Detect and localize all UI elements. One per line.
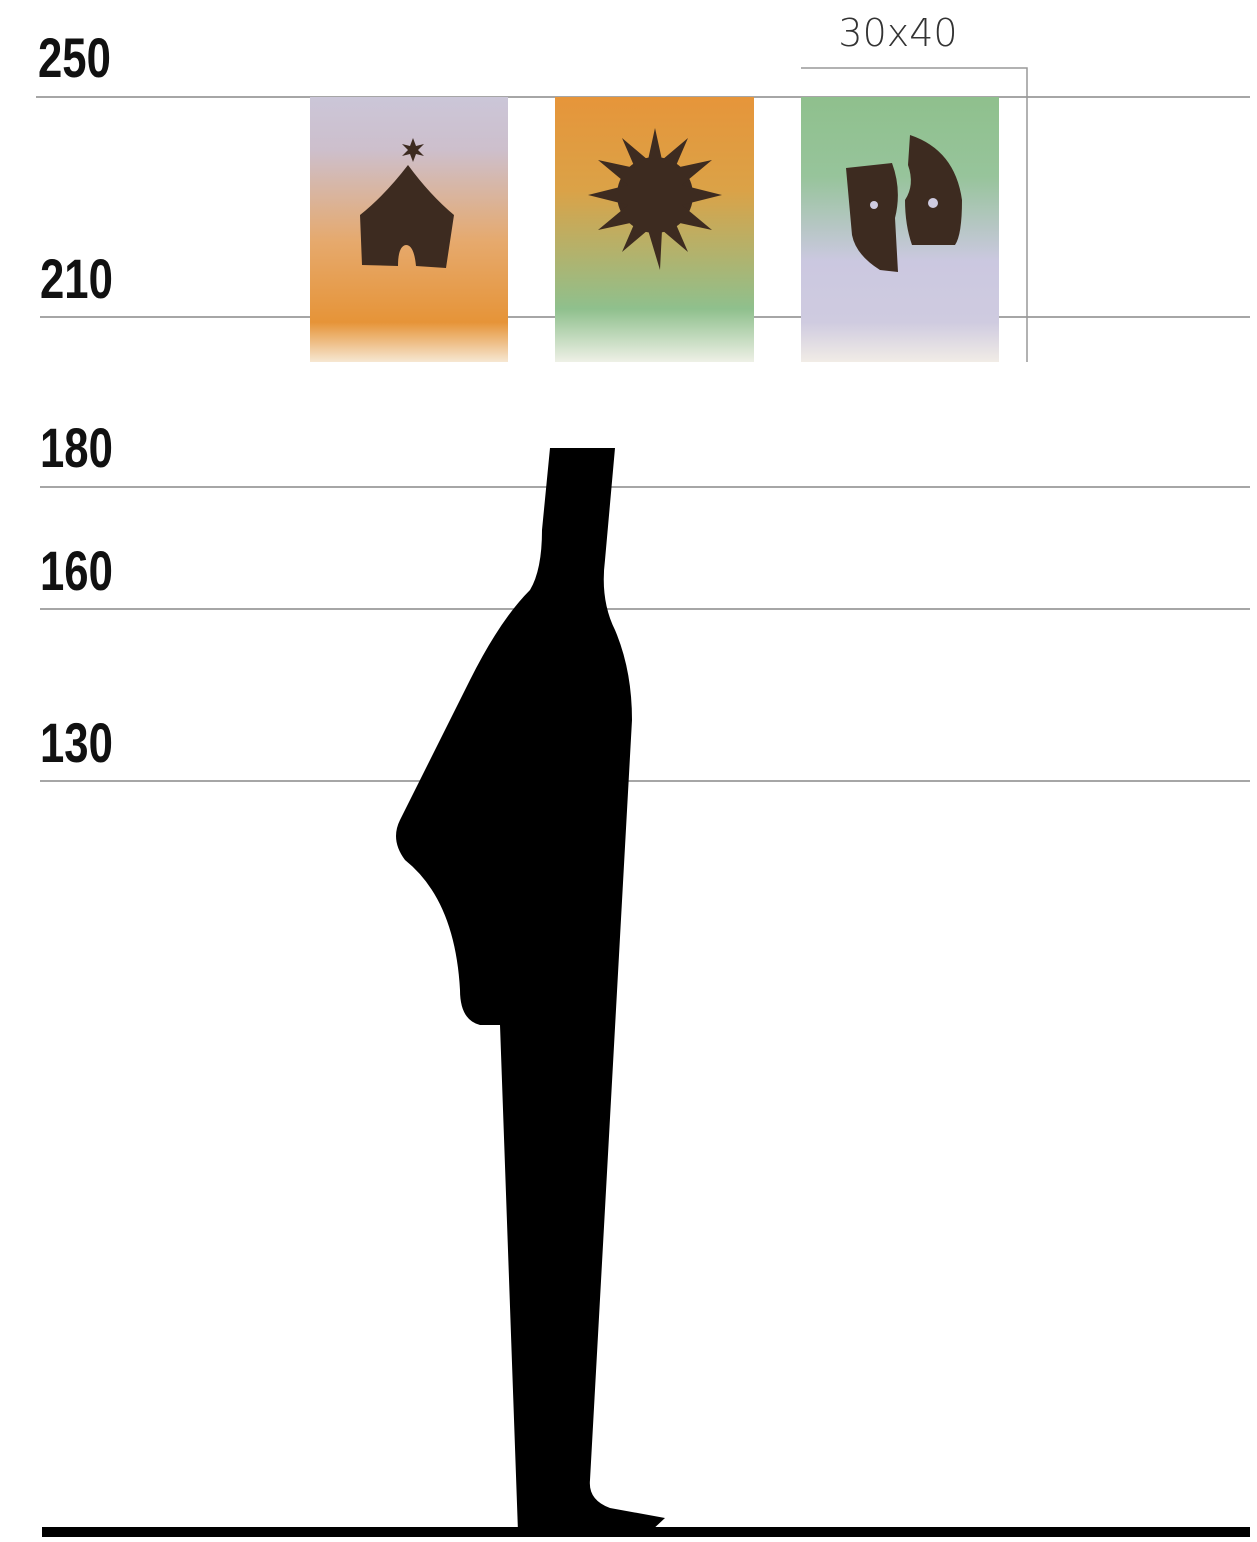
floor-line [42,1527,1250,1537]
scale-label: 130 [40,712,113,774]
icon [928,198,938,208]
person-silhouette [396,448,665,1532]
posters [310,97,999,362]
dimension-label: 30x40 [838,11,957,55]
scale-label: 180 [40,417,113,479]
scale-label: 250 [38,27,111,89]
poster [801,97,999,362]
height-diagram: 250 210 180 160 130 30x40 [0,0,1257,1542]
icon [870,201,878,209]
scale-label: 210 [40,248,113,310]
scale-label: 160 [40,540,113,602]
